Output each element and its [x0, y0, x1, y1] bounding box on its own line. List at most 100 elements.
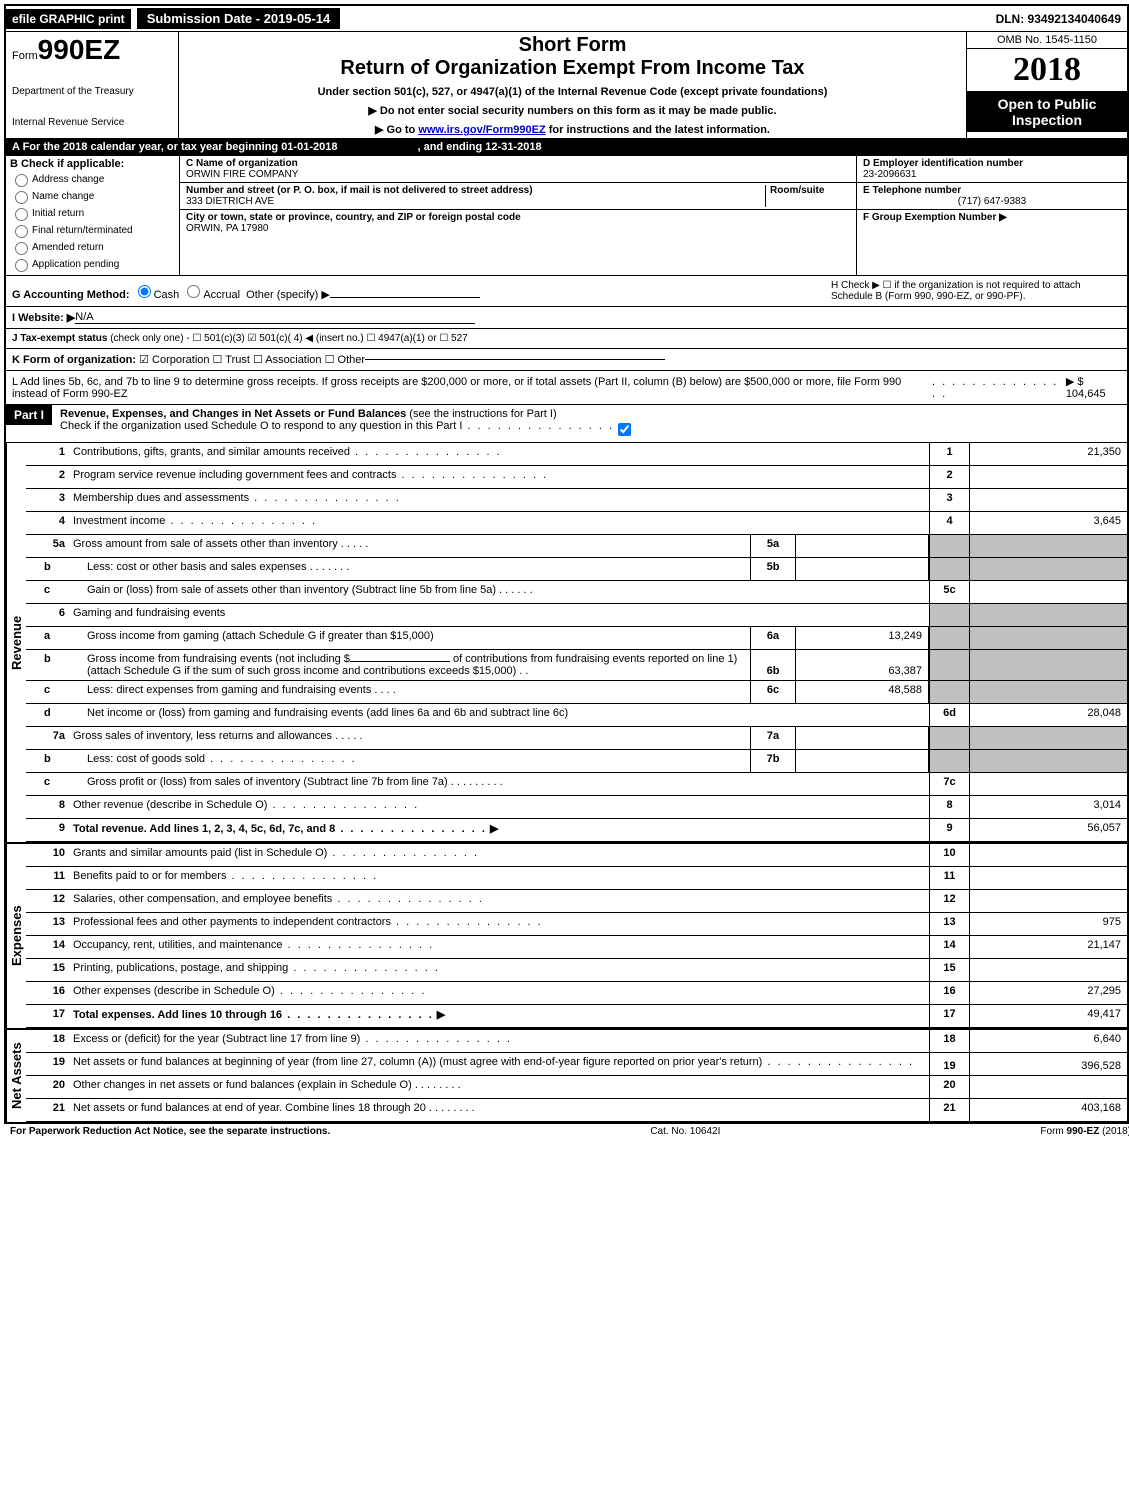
radio-name-change[interactable] [15, 191, 28, 204]
irs-link[interactable]: www.irs.gov/Form990EZ [418, 124, 545, 136]
desc-7b: Less: cost of goods sold [83, 750, 750, 772]
line-7b: b Less: cost of goods sold 7b [26, 750, 1127, 773]
dots-10 [327, 847, 479, 859]
lineref-19: 19 [929, 1053, 969, 1075]
label-address-change: Address change [32, 174, 104, 185]
inline-num-7b: 7b [750, 750, 796, 772]
part1-desc: Revenue, Expenses, and Changes in Net As… [52, 405, 642, 442]
line-6d: d Net income or (loss) from gaming and f… [26, 704, 1127, 727]
line-20: 20 Other changes in net assets or fund b… [26, 1076, 1127, 1099]
instructions-link-row: ▶ Go to www.irs.gov/Form990EZ for instru… [189, 123, 956, 136]
k-other-blank[interactable] [365, 359, 665, 360]
line-5c: c Gain or (loss) from sale of assets oth… [26, 581, 1127, 604]
group-label: F Group Exemption Number ▶ [863, 212, 1007, 223]
lineref-4: 4 [929, 512, 969, 534]
num-2: 2 [26, 466, 69, 488]
desc-18-text: Excess or (deficit) for the year (Subtra… [73, 1033, 360, 1045]
lineref-16: 16 [929, 982, 969, 1004]
num-6d: d [26, 704, 83, 726]
line-12: 12 Salaries, other compensation, and emp… [26, 890, 1127, 913]
desc-1-text: Contributions, gifts, grants, and simila… [73, 446, 350, 458]
dots-12 [332, 893, 484, 905]
revenue-body: 1 Contributions, gifts, grants, and simi… [26, 443, 1127, 842]
dots-11 [226, 870, 378, 882]
lineref-10: 10 [929, 844, 969, 866]
expenses-section: Expenses 10 Grants and similar amounts p… [6, 842, 1127, 1028]
check-address-change[interactable]: Address change [10, 171, 175, 187]
desc-9: Total revenue. Add lines 1, 2, 3, 4, 5c,… [69, 819, 929, 841]
ssn-warning: ▶ Do not enter social security numbers o… [189, 104, 956, 117]
header-left: Form990EZ Department of the Treasury Int… [6, 32, 179, 138]
radio-initial-return[interactable] [15, 208, 28, 221]
col-b: B Check if applicable: Address change Na… [6, 156, 180, 275]
netassets-body: 18 Excess or (deficit) for the year (Sub… [26, 1030, 1127, 1122]
check-final-return[interactable]: Final return/terminated [10, 222, 175, 238]
desc-6a: Gross income from gaming (attach Schedul… [83, 627, 750, 649]
check-pending[interactable]: Application pending [10, 256, 175, 272]
phone-row: E Telephone number (717) 647-9383 [857, 183, 1127, 210]
part1-title: Revenue, Expenses, and Changes in Net As… [60, 408, 406, 420]
form-prefix: Form [12, 50, 38, 62]
desc-2-text: Program service revenue including govern… [73, 469, 396, 481]
desc-7a: Gross sales of inventory, less returns a… [69, 727, 750, 749]
lineref-7b-grey [929, 750, 969, 772]
phone-value: (717) 647-9383 [863, 196, 1121, 207]
val-7b-grey [969, 750, 1127, 772]
contrib-blank[interactable] [350, 661, 450, 662]
desc-16: Other expenses (describe in Schedule O) [69, 982, 929, 1004]
desc-8: Other revenue (describe in Schedule O) [69, 796, 929, 818]
val-6a-grey [969, 627, 1127, 649]
val-9: 56,057 [969, 819, 1127, 841]
radio-cash[interactable] [138, 285, 151, 298]
lineref-7c: 7c [929, 773, 969, 795]
desc-6d: Net income or (loss) from gaming and fun… [83, 704, 929, 726]
check-initial-return[interactable]: Initial return [10, 205, 175, 221]
dots-9 [335, 823, 487, 835]
radio-address-change[interactable] [15, 174, 28, 187]
line-17: 17 Total expenses. Add lines 10 through … [26, 1005, 1127, 1028]
line-19: 19 Net assets or fund balances at beginn… [26, 1053, 1127, 1076]
inline-val-7b [796, 750, 929, 772]
dots-15 [288, 962, 440, 974]
arrow-17 [434, 1009, 446, 1021]
inline-num-7a: 7a [750, 727, 796, 749]
org-name: ORWIN FIRE COMPANY [186, 169, 298, 180]
efile-label[interactable]: efile GRAPHIC print [6, 9, 131, 29]
radio-final-return[interactable] [15, 225, 28, 238]
footer-mid: Cat. No. 10642I [650, 1126, 720, 1137]
desc-1: Contributions, gifts, grants, and simila… [69, 443, 929, 465]
val-5b-grey [969, 558, 1127, 580]
desc-21-text: Net assets or fund balances at end of ye… [73, 1102, 426, 1114]
desc-9-text: Total revenue. Add lines 1, 2, 3, 4, 5c,… [73, 823, 335, 835]
val-15 [969, 959, 1127, 981]
desc-17-text: Total expenses. Add lines 10 through 16 [73, 1009, 282, 1021]
header-right: OMB No. 1545-1150 2018 Open to Public In… [966, 32, 1127, 138]
num-7c: c [26, 773, 83, 795]
label-final-return: Final return/terminated [32, 225, 133, 236]
side-revenue: Revenue [6, 443, 26, 842]
header-mid: Short Form Return of Organization Exempt… [179, 32, 966, 138]
side-expenses: Expenses [6, 844, 26, 1028]
lineref-5a-grey [929, 535, 969, 557]
lineref-1: 1 [929, 443, 969, 465]
label-pending: Application pending [32, 259, 119, 270]
val-20 [969, 1076, 1127, 1098]
dots-14 [283, 939, 435, 951]
val-12 [969, 890, 1127, 912]
footer-left: For Paperwork Reduction Act Notice, see … [10, 1126, 330, 1137]
other-specify-blank[interactable] [330, 297, 480, 298]
lineref-13: 13 [929, 913, 969, 935]
num-9: 9 [26, 819, 69, 841]
check-amended[interactable]: Amended return [10, 239, 175, 255]
desc-6: Gaming and fundraising events [69, 604, 929, 626]
radio-pending[interactable] [15, 259, 28, 272]
part1-checkbox[interactable] [618, 423, 631, 436]
desc-4: Investment income [69, 512, 929, 534]
radio-amended[interactable] [15, 242, 28, 255]
omb-number: OMB No. 1545-1150 [967, 32, 1127, 49]
section-b-c-d: B Check if applicable: Address change Na… [6, 156, 1127, 276]
radio-accrual[interactable] [187, 285, 200, 298]
val-1: 21,350 [969, 443, 1127, 465]
num-5c: c [26, 581, 83, 603]
check-name-change[interactable]: Name change [10, 188, 175, 204]
